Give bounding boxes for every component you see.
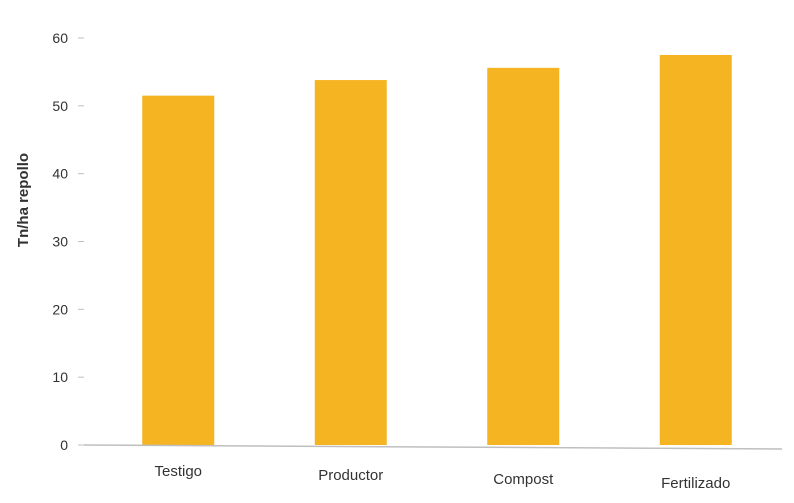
y-axis-title-group: Tn/ha repollo xyxy=(15,153,32,247)
y-tick-label: 40 xyxy=(52,166,68,182)
y-axis-title: Tn/ha repollo xyxy=(15,153,32,247)
bar-productor xyxy=(314,80,387,445)
bar-testigo xyxy=(142,95,215,446)
bars xyxy=(142,54,732,446)
bar-compost xyxy=(487,67,560,445)
y-tick-label: 60 xyxy=(52,30,68,46)
x-axis-labels: Testigo Productor Compost Fertilizado xyxy=(154,463,730,492)
x-tick-label-testigo: Testigo xyxy=(154,463,202,480)
x-tick-label-productor: Productor xyxy=(318,467,383,484)
y-tick-label: 0 xyxy=(60,437,68,453)
y-tick-label: 10 xyxy=(52,369,68,385)
x-tick-label-fertilizado: Fertilizado xyxy=(661,475,730,492)
y-tick-label: 20 xyxy=(52,301,68,317)
y-tick-label: 30 xyxy=(52,234,68,250)
y-axis-ticks: 0 10 20 30 40 50 60 xyxy=(52,30,84,453)
bar-fertilizado xyxy=(659,54,732,445)
y-tick-label: 50 xyxy=(52,98,68,114)
x-axis-line xyxy=(83,444,783,450)
x-tick-label-compost: Compost xyxy=(493,471,554,488)
